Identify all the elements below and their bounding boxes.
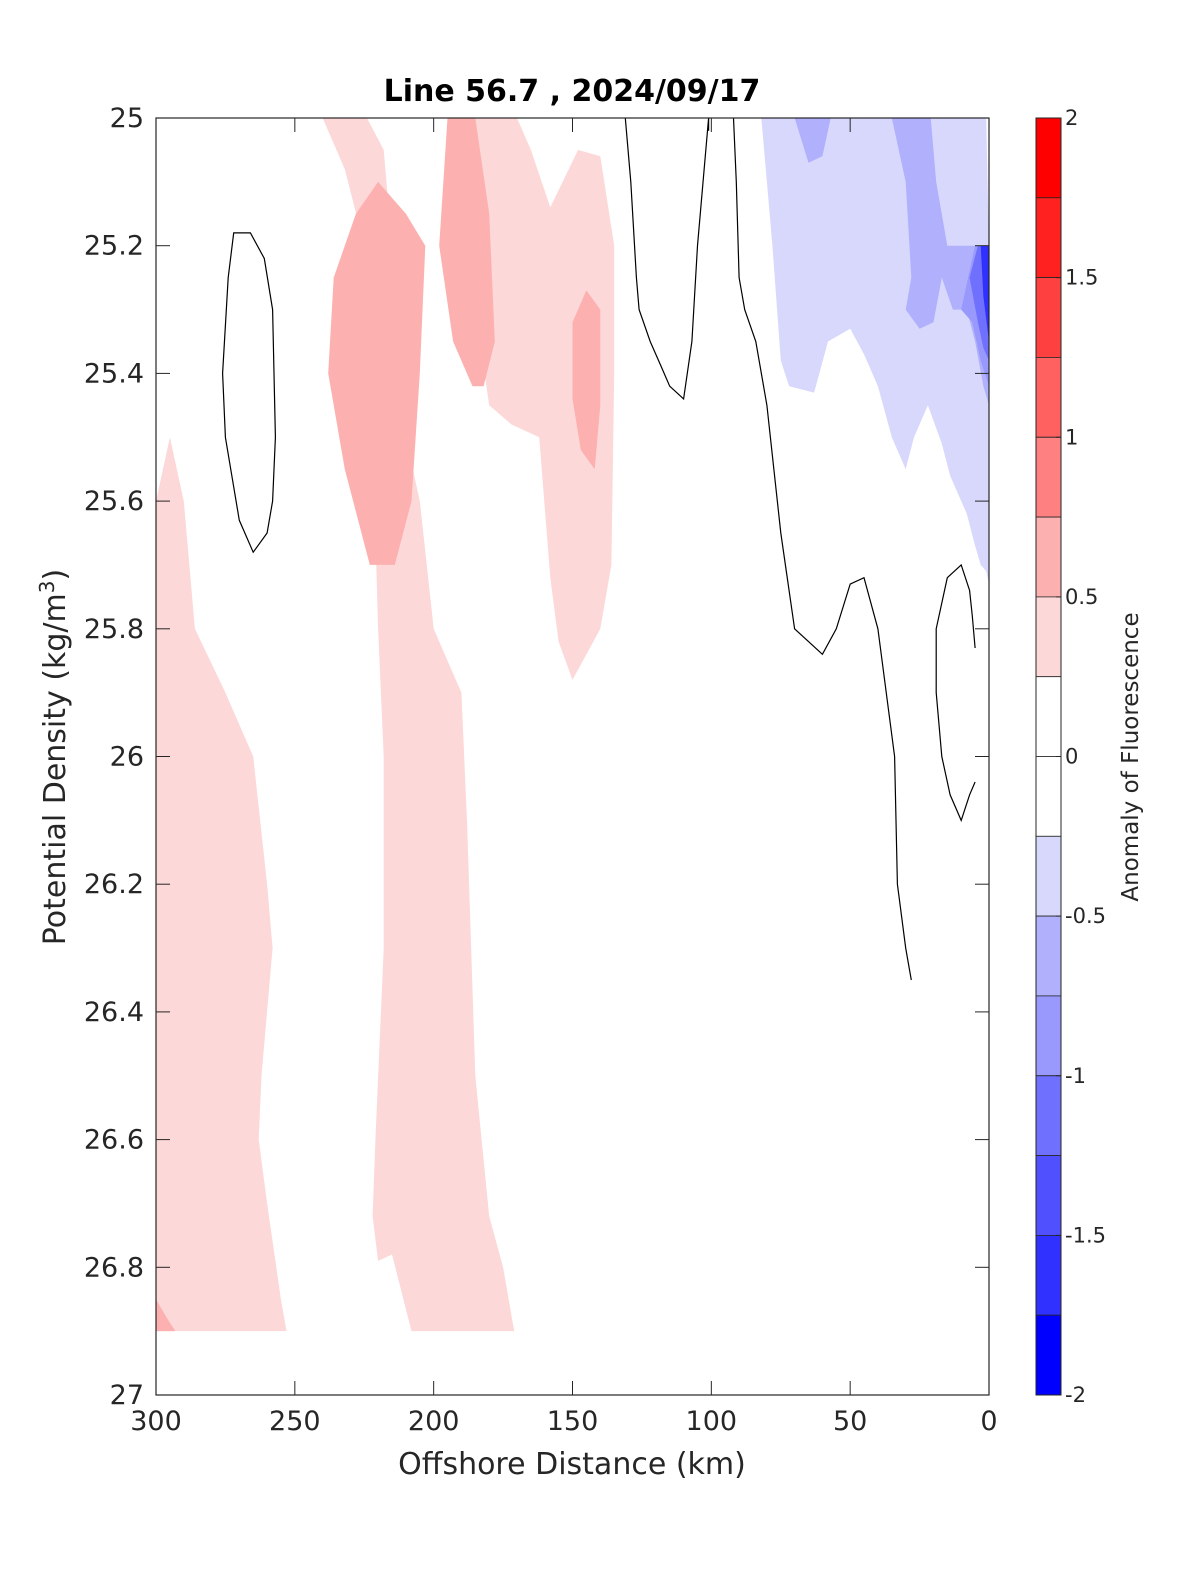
- chart-title: Line 56.7 , 2024/09/17: [384, 74, 761, 109]
- colorbar-tick-label: 1: [1065, 425, 1078, 449]
- contour-region-top-center: [461, 118, 615, 680]
- colorbar-tick-label: -2: [1065, 1383, 1086, 1407]
- colorbar-tick-label: -1.5: [1065, 1223, 1106, 1247]
- y-axis-label-close: ): [38, 569, 73, 581]
- colorbar-swatch: [1035, 995, 1062, 1077]
- colorbar-swatch: [1035, 197, 1062, 279]
- colorbar-swatch: [1035, 1075, 1062, 1157]
- colorbar-swatch: [1035, 756, 1062, 837]
- y-tick-label: 26: [110, 742, 144, 773]
- contour-line-right-small: [935, 563, 976, 823]
- colorbar-tick-label: 1.5: [1065, 266, 1098, 290]
- colorbar-swatch: [1035, 356, 1062, 438]
- plot-area: [155, 117, 990, 1396]
- colorbar-swatch: [1035, 277, 1062, 358]
- colorbar-swatch: [1035, 1235, 1062, 1316]
- contour-lines: [221, 118, 976, 981]
- x-tick-label: 0: [980, 1406, 997, 1437]
- x-tick-labels: 300 250 200 150 100 50 0: [130, 1406, 997, 1437]
- x-tick-label: 250: [269, 1406, 321, 1437]
- colorbar-label: Anomaly of Fluorescence: [1118, 612, 1144, 901]
- x-axis-label: Offshore Distance (km): [398, 1447, 746, 1482]
- colorbar-swatch: [1035, 676, 1062, 757]
- filled-contours: [156, 118, 989, 1332]
- contour-region-blue-right: [891, 118, 989, 406]
- contour-region-left-band: [156, 437, 287, 1332]
- colorbar-swatch: [1035, 915, 1062, 997]
- x-tick-label: 300: [130, 1406, 182, 1437]
- y-tick-label: 26.8: [84, 1252, 144, 1283]
- y-tick-label: 25.8: [84, 614, 144, 645]
- y-tick-label: 26.4: [84, 997, 144, 1028]
- contour-region-core-b: [439, 118, 495, 387]
- colorbar-swatch: [1035, 835, 1062, 917]
- y-tick-label: 26.6: [84, 1125, 144, 1156]
- x-tick-label: 150: [547, 1406, 599, 1437]
- colorbar-swatch: [1035, 596, 1062, 678]
- colorbar-tick-label: 0.5: [1065, 585, 1098, 609]
- contour-region-blue-top: [794, 118, 831, 163]
- colorbar-swatch: [1035, 436, 1062, 518]
- colorbar-tick-label: 0: [1065, 745, 1078, 769]
- x-tick-label: 200: [408, 1406, 460, 1437]
- colorbar-swatch: [1035, 1155, 1062, 1236]
- y-tick-label: 26.2: [84, 869, 144, 900]
- contour-line-right: [732, 118, 912, 981]
- colorbar-tick-label: -1: [1065, 1064, 1086, 1088]
- contour-line-ring: [221, 232, 277, 554]
- x-tick-label: 100: [686, 1406, 738, 1437]
- colorbar-swatch: [1035, 1314, 1062, 1396]
- y-axis-label-main: Potential Density (kg/m: [38, 593, 73, 945]
- y-tick-label: 27: [110, 1380, 144, 1411]
- contour-region-central-band: [294, 118, 515, 1332]
- contour-region-blue-edge-3: [980, 245, 989, 342]
- y-tick-label: 25: [110, 103, 144, 134]
- contour-line-mid: [624, 118, 710, 401]
- colorbar-tick-label: -0.5: [1065, 904, 1106, 928]
- colorbar-swatch: [1035, 117, 1062, 199]
- y-tick-label: 25.2: [84, 231, 144, 262]
- y-axis-label: Potential Density (kg/m3): [35, 569, 73, 945]
- colorbar-frame: [1035, 117, 1062, 1396]
- plot-frame: [155, 117, 990, 1396]
- colorbar-swatch: [1035, 516, 1062, 598]
- contour-region-bottom-left: [156, 1299, 176, 1332]
- colorbar: 2 1.5 1 0.5 0 -0.5 -1 -1.5 -2: [1035, 106, 1106, 1407]
- y-axis-label-superscript: 3: [35, 580, 59, 593]
- contour-region-core-c: [572, 290, 601, 470]
- y-tick-label: 25.4: [84, 358, 144, 389]
- y-tick-label: 25.6: [84, 486, 144, 517]
- colorbar-swatches: [1035, 117, 1062, 1396]
- x-tick-label: 50: [833, 1406, 867, 1437]
- colorbar-tick-label: 2: [1065, 106, 1078, 130]
- y-tick-labels: 25 25.2 25.4 25.6 25.8 26 26.2 26.4 26.6 26.8 27: [84, 103, 144, 1411]
- contour-region-core-a: [328, 181, 426, 565]
- colorbar-ticks: 2 1.5 1 0.5 0 -0.5 -1 -1.5 -2: [1056, 106, 1106, 1407]
